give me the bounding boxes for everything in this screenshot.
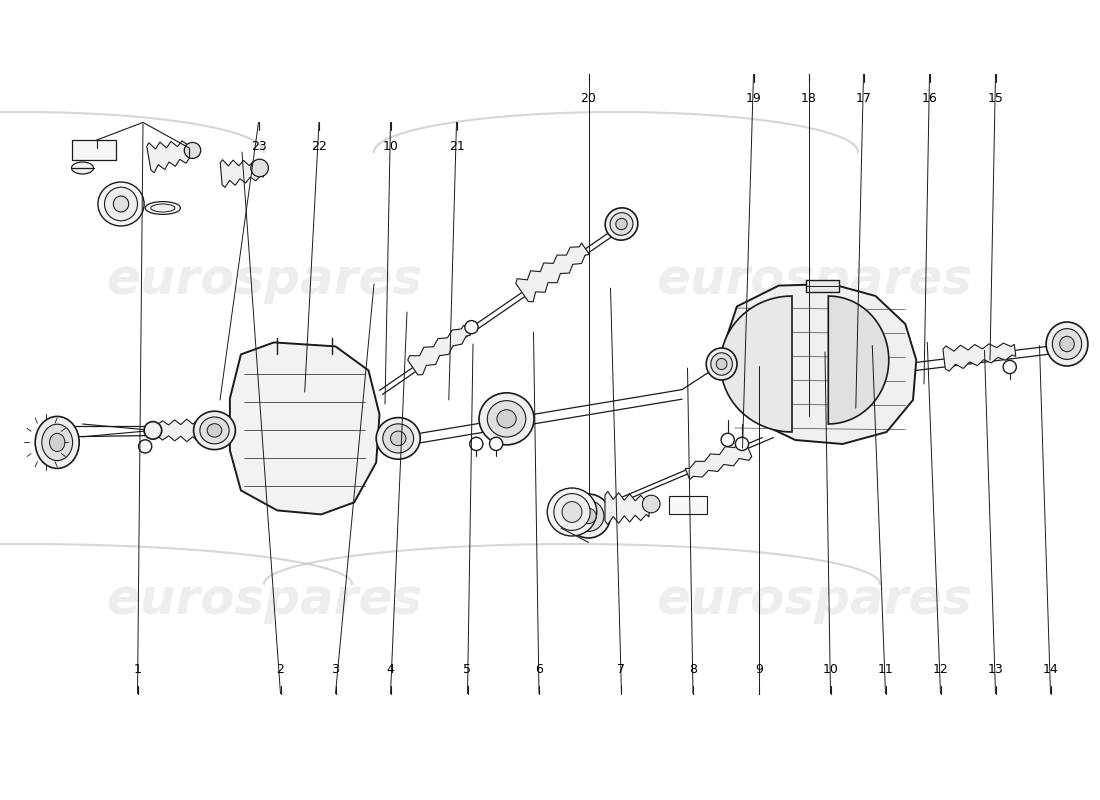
Text: eurospares: eurospares xyxy=(656,256,972,304)
Polygon shape xyxy=(720,296,792,432)
Ellipse shape xyxy=(1059,336,1075,352)
Ellipse shape xyxy=(200,417,229,444)
Circle shape xyxy=(144,422,162,439)
Polygon shape xyxy=(605,491,649,525)
Ellipse shape xyxy=(251,159,268,177)
Text: 17: 17 xyxy=(856,92,871,105)
Ellipse shape xyxy=(711,353,733,375)
Ellipse shape xyxy=(573,501,604,531)
Text: 23: 23 xyxy=(251,140,266,153)
Ellipse shape xyxy=(151,204,175,212)
Text: eurospares: eurospares xyxy=(656,576,972,624)
Ellipse shape xyxy=(562,502,582,522)
Text: 18: 18 xyxy=(801,92,816,105)
Bar xyxy=(669,496,707,514)
Ellipse shape xyxy=(554,494,590,530)
Ellipse shape xyxy=(605,208,638,240)
Ellipse shape xyxy=(376,418,420,459)
Polygon shape xyxy=(146,141,194,173)
Ellipse shape xyxy=(390,431,406,446)
Text: 22: 22 xyxy=(311,140,327,153)
Ellipse shape xyxy=(98,182,144,226)
Circle shape xyxy=(1003,360,1016,374)
Polygon shape xyxy=(220,160,263,187)
Ellipse shape xyxy=(566,494,610,538)
Ellipse shape xyxy=(104,187,138,221)
Ellipse shape xyxy=(716,358,727,370)
Ellipse shape xyxy=(616,218,627,230)
Text: 14: 14 xyxy=(1043,663,1058,676)
Polygon shape xyxy=(154,418,215,443)
Circle shape xyxy=(722,434,735,446)
Ellipse shape xyxy=(1053,329,1081,359)
Text: 16: 16 xyxy=(922,92,937,105)
Text: 10: 10 xyxy=(823,663,838,676)
Text: 20: 20 xyxy=(581,92,596,105)
Ellipse shape xyxy=(548,488,596,536)
Ellipse shape xyxy=(207,424,222,437)
Ellipse shape xyxy=(581,508,596,524)
Ellipse shape xyxy=(145,202,180,214)
Ellipse shape xyxy=(42,424,73,461)
Circle shape xyxy=(736,438,749,450)
Polygon shape xyxy=(230,342,380,514)
Circle shape xyxy=(465,321,478,334)
Text: 7: 7 xyxy=(617,663,626,676)
Polygon shape xyxy=(828,296,889,424)
Ellipse shape xyxy=(706,348,737,380)
Ellipse shape xyxy=(383,424,414,453)
Text: eurospares: eurospares xyxy=(106,576,422,624)
Polygon shape xyxy=(516,243,590,302)
Ellipse shape xyxy=(642,495,660,513)
Text: 2: 2 xyxy=(276,663,285,676)
Bar xyxy=(806,280,839,292)
Ellipse shape xyxy=(480,393,534,445)
Ellipse shape xyxy=(35,416,79,469)
Ellipse shape xyxy=(185,142,200,158)
Ellipse shape xyxy=(487,401,526,437)
Circle shape xyxy=(139,440,152,453)
Bar xyxy=(72,140,116,160)
Ellipse shape xyxy=(194,411,235,450)
Polygon shape xyxy=(408,325,471,375)
Text: 6: 6 xyxy=(535,663,543,676)
Ellipse shape xyxy=(1046,322,1088,366)
Text: 19: 19 xyxy=(746,92,761,105)
Text: 11: 11 xyxy=(878,663,893,676)
Text: eurospares: eurospares xyxy=(106,256,422,304)
Text: 5: 5 xyxy=(463,663,472,676)
Text: 21: 21 xyxy=(449,140,464,153)
Ellipse shape xyxy=(72,162,94,174)
Text: 12: 12 xyxy=(933,663,948,676)
Polygon shape xyxy=(685,439,751,479)
Ellipse shape xyxy=(50,434,65,451)
Polygon shape xyxy=(722,284,916,444)
Text: 15: 15 xyxy=(988,92,1003,105)
Ellipse shape xyxy=(113,196,129,212)
Polygon shape xyxy=(943,343,1015,371)
Text: 3: 3 xyxy=(331,663,340,676)
Text: 10: 10 xyxy=(383,140,398,153)
Text: 4: 4 xyxy=(386,663,395,676)
Ellipse shape xyxy=(497,410,516,428)
Text: 13: 13 xyxy=(988,663,1003,676)
Circle shape xyxy=(470,438,483,450)
Circle shape xyxy=(490,438,503,450)
Text: 8: 8 xyxy=(689,663,697,676)
Ellipse shape xyxy=(610,213,632,235)
Text: 9: 9 xyxy=(755,663,763,676)
Text: 1: 1 xyxy=(133,663,142,676)
